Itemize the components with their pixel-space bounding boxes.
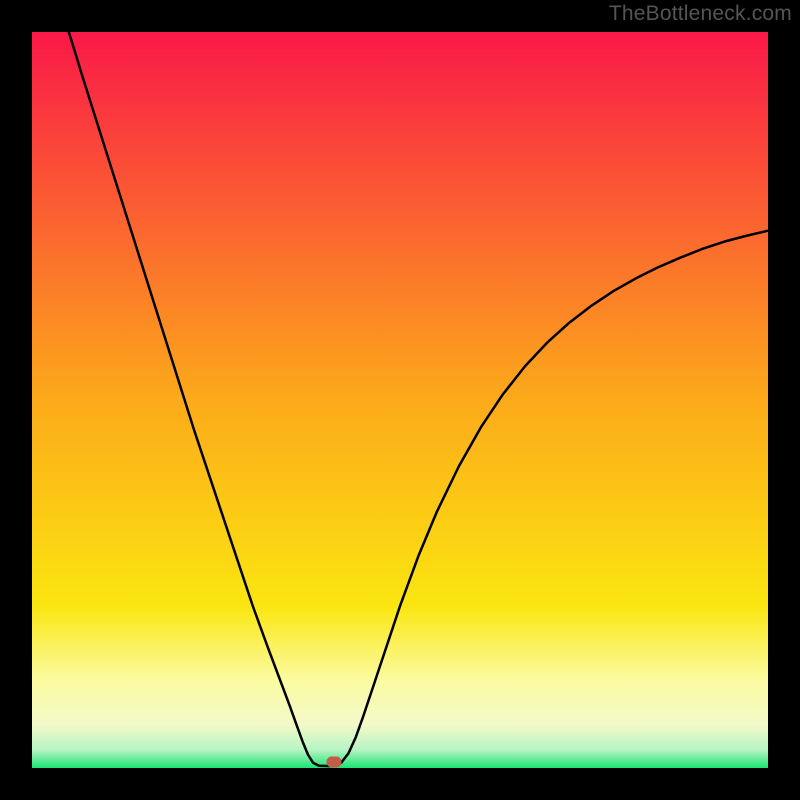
bottleneck-curve bbox=[32, 32, 768, 768]
optimal-point-marker bbox=[326, 757, 341, 768]
chart-plot-area bbox=[32, 32, 768, 768]
watermark-text: TheBottleneck.com bbox=[609, 2, 792, 26]
curve-path bbox=[69, 32, 768, 766]
